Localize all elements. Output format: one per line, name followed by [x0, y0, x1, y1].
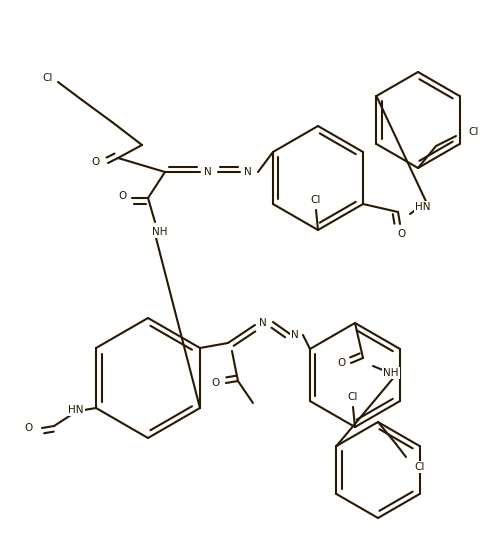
Text: Cl: Cl: [348, 392, 358, 402]
Text: O: O: [337, 358, 345, 368]
Text: O: O: [212, 378, 220, 388]
Text: O: O: [118, 191, 126, 201]
Text: HN: HN: [415, 202, 431, 212]
Text: Cl: Cl: [311, 195, 321, 205]
Text: Cl: Cl: [415, 462, 425, 472]
Text: Cl: Cl: [469, 127, 479, 137]
Text: O: O: [24, 423, 32, 433]
Text: N: N: [244, 167, 252, 177]
Text: N: N: [259, 318, 267, 328]
Text: N: N: [204, 167, 212, 177]
Text: O: O: [397, 229, 405, 239]
Text: NH: NH: [152, 227, 168, 237]
Text: O: O: [91, 157, 99, 167]
Text: Cl: Cl: [43, 73, 53, 83]
Text: HN: HN: [68, 405, 84, 415]
Text: NH: NH: [383, 368, 399, 378]
Text: N: N: [291, 330, 299, 340]
